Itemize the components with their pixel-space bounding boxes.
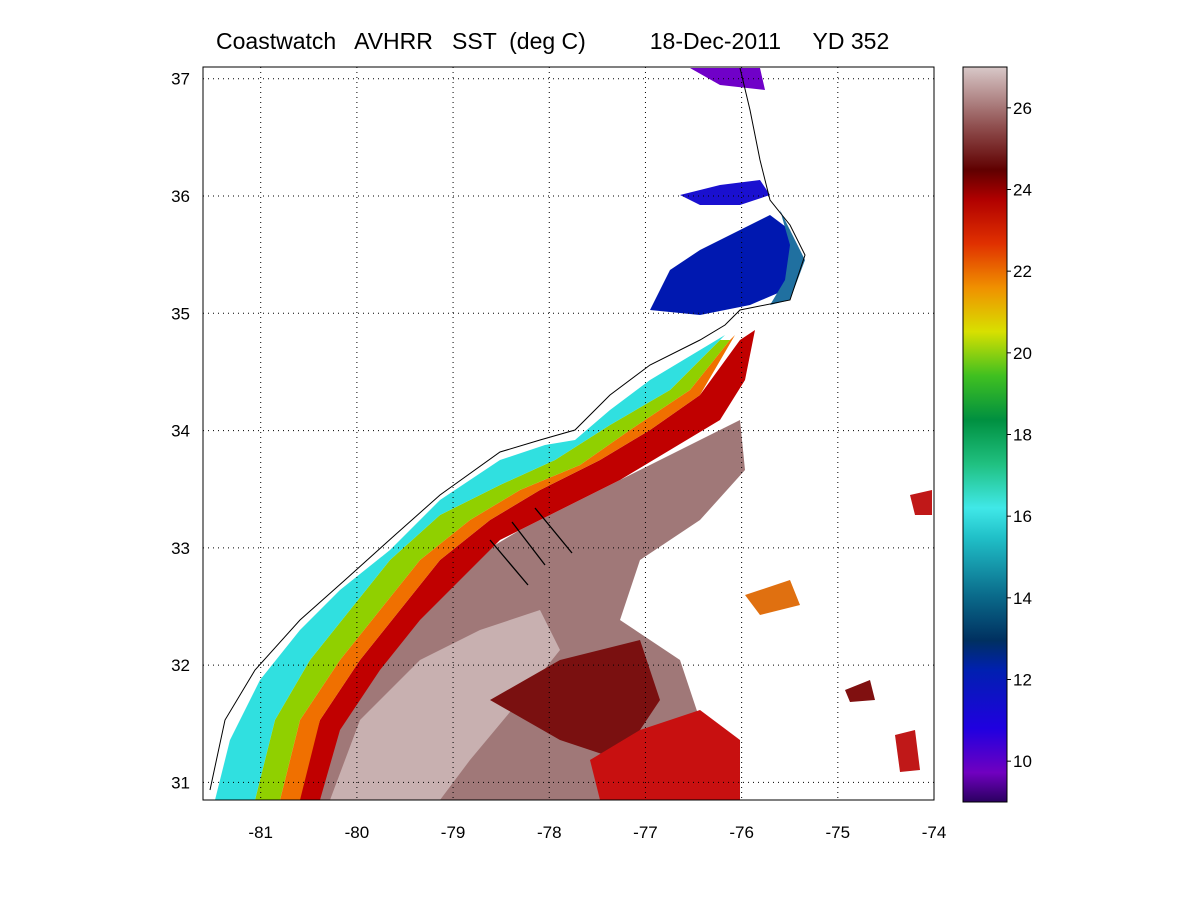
longitude-tick-label: -76 (729, 823, 754, 842)
sst-yellow-green-band (255, 340, 730, 800)
coastline (209, 67, 806, 791)
colorbar-tick-label: 18 (1013, 426, 1032, 445)
longitude-tick-label: -81 (248, 823, 273, 842)
colorbar-tick-label: 20 (1013, 344, 1032, 363)
colorbar-tick-label: 24 (1013, 181, 1032, 200)
colorbar-tick-label: 10 (1013, 752, 1032, 771)
sst-chesapeake (690, 68, 765, 90)
sst-image (215, 68, 932, 800)
colorbar-tick-labels: 26 24 22 20 18 16 14 12 10 (1007, 99, 1032, 771)
longitude-tick-label: -79 (441, 823, 466, 842)
sst-red-front (295, 330, 755, 800)
chart-title: Coastwatch AVHRR SST (deg C) 18-Dec-2011… (216, 28, 890, 54)
sst-albemarle-sound (680, 180, 770, 205)
sst-patch-red-se (895, 730, 920, 772)
colorbar (962, 66, 1008, 803)
longitude-tick-label: -78 (537, 823, 562, 842)
sst-pale-pink (330, 610, 560, 800)
longitude-tick-label: -80 (345, 823, 370, 842)
colorbar-tick-label: 12 (1013, 671, 1032, 690)
latitude-tick-label: 34 (171, 422, 190, 441)
sst-patch-red-east (910, 490, 932, 515)
latitude-tick-label: 37 (171, 70, 190, 89)
longitude-tick-labels: -81 -80 -79 -78 -77 -76 -75 -74 (248, 823, 946, 842)
sst-cyan-shelf (215, 335, 725, 800)
sst-pamlico-sound (650, 215, 800, 315)
sst-red-south (590, 710, 740, 800)
latitude-tick-labels: 37 36 35 34 33 32 31 (171, 70, 190, 793)
sst-patch-orange (745, 580, 800, 615)
longitude-tick-label: -75 (826, 823, 851, 842)
sst-patch-darkred (845, 680, 875, 702)
transect-lines (489, 507, 573, 586)
latitude-tick-label: 33 (171, 539, 190, 558)
colorbar-tick-label: 14 (1013, 589, 1032, 608)
colorbar-tick-label: 22 (1013, 262, 1032, 281)
longitude-tick-label: -74 (922, 823, 947, 842)
sst-dark-red (490, 640, 660, 760)
latitude-tick-label: 32 (171, 656, 190, 675)
latitude-tick-label: 35 (171, 304, 190, 323)
map-frame (202, 66, 935, 801)
colorbar-tick-label: 26 (1013, 99, 1032, 118)
latitude-tick-label: 31 (171, 773, 190, 792)
longitude-tick-label: -77 (633, 823, 658, 842)
latitude-tick-label: 36 (171, 187, 190, 206)
colorbar-tick-label: 16 (1013, 507, 1032, 526)
